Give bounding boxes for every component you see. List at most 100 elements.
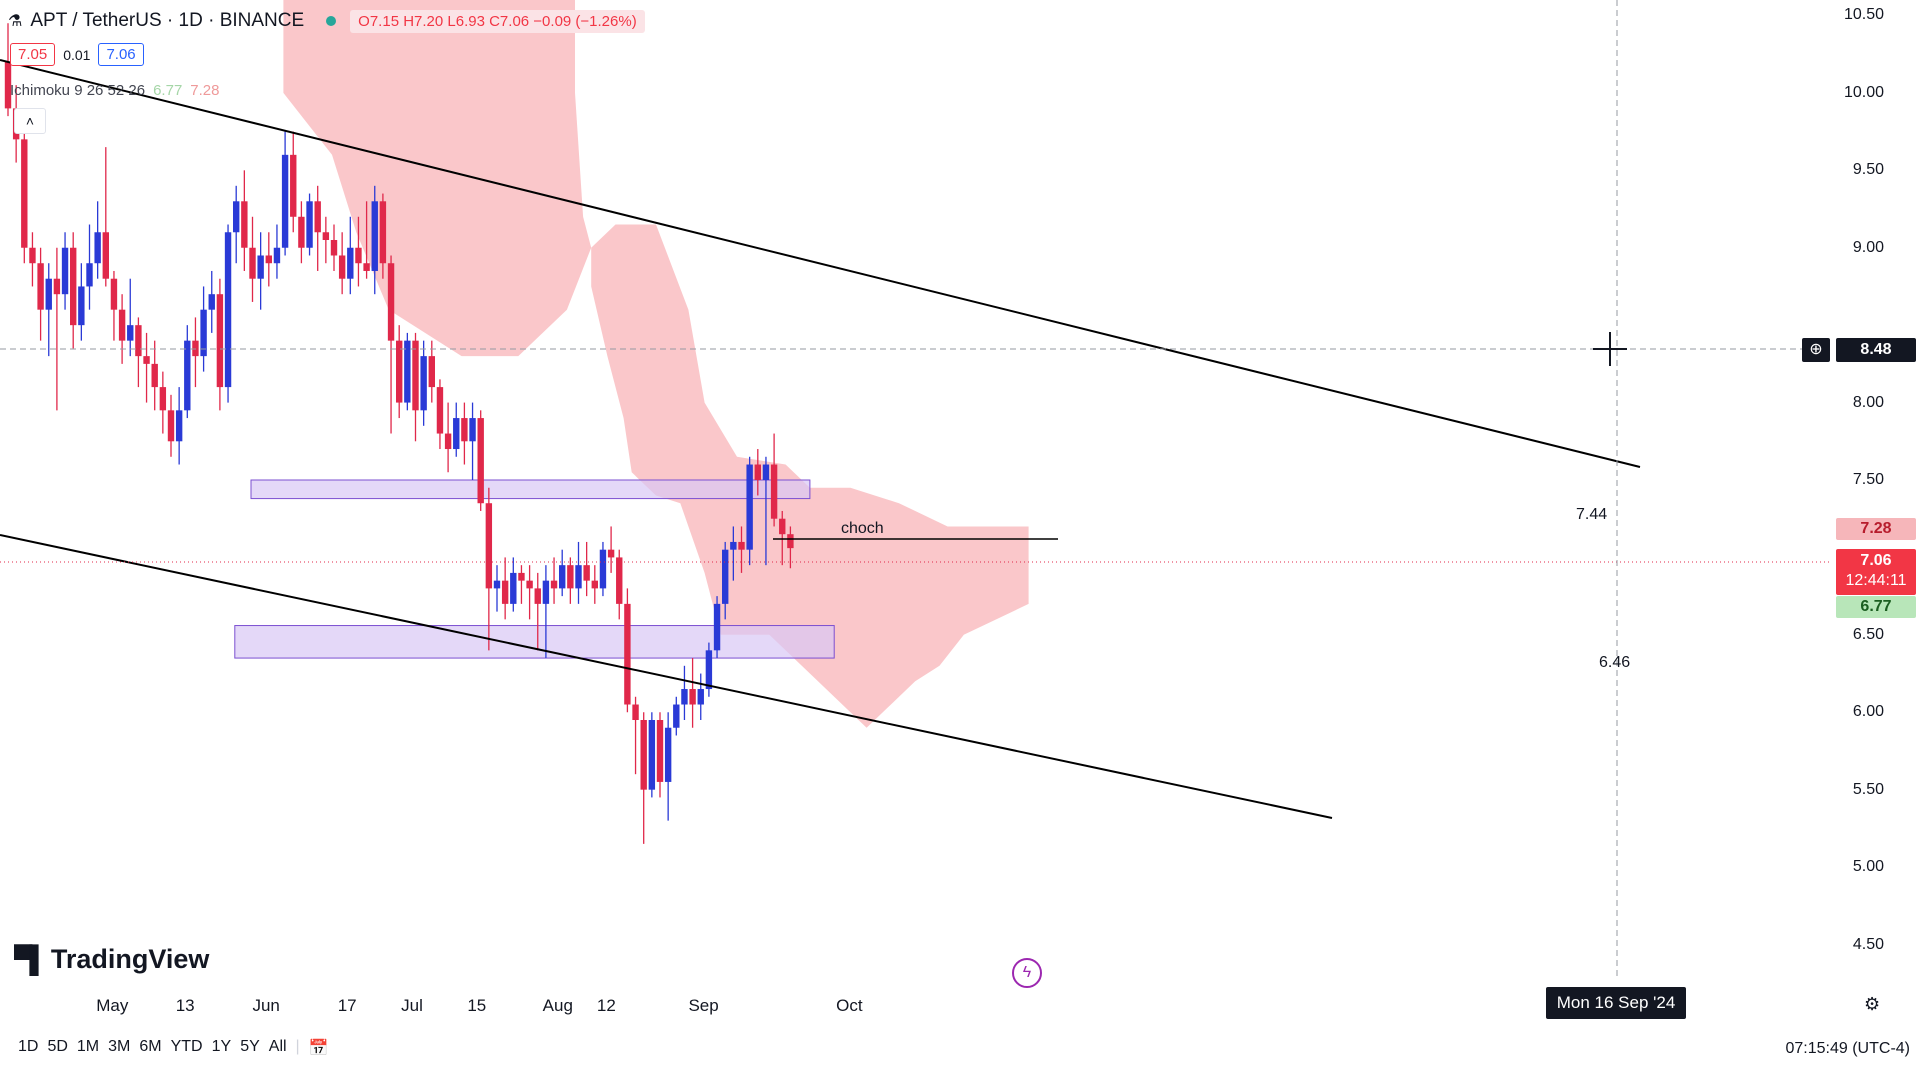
time-tick-Sep: Sep [688,996,719,1015]
lightning-icon[interactable]: ϟ [1012,958,1042,988]
range-1y[interactable]: 1Y [211,1038,232,1055]
candle-body-62 [510,572,517,604]
candle-body-21 [175,410,183,442]
indicator-value-2: 7.28 [190,82,220,99]
time-tick-13: 13 [175,996,195,1015]
range-ytd[interactable]: YTD [170,1038,203,1055]
time-tick-Jul: Jul [401,996,423,1015]
tradingview-logo[interactable]: ▀▌ TradingView [14,944,210,974]
candle-body-51 [420,356,427,411]
candle-body-36 [298,216,305,248]
candle-body-56 [461,418,468,442]
candle-body-33 [273,247,281,264]
indicator-name: Ichimoku 9 26 52 26 [10,82,146,99]
candle-body-66 [542,580,550,604]
candle-body-78 [640,720,647,790]
price-tick-5.00: 5.00 [1852,858,1884,876]
ichimoku-cloud-2 [591,224,1029,728]
add-alert-icon[interactable]: ⊕ [1802,338,1830,362]
price-tick-9.00: 9.00 [1852,238,1884,256]
symbol-header[interactable]: ⚗ APT / TetherUS · 1D · BINANCE O7.15 H7… [8,8,645,34]
range-1m[interactable]: 1M [76,1038,100,1055]
candle-body-94 [770,464,778,519]
candle-body-75 [616,557,623,604]
range-1d[interactable]: 1D [18,1038,39,1055]
symbol-icon: ⚗ [8,13,23,30]
tenkan-badge: 6.77 [1836,596,1916,618]
timeframe-bar: 1D 5D 1M 3M 6M YTD 1Y 5Y All | 📅 [18,1038,338,1058]
chevron-up-icon: ˄ [25,113,35,129]
price-tick-6.50: 6.50 [1852,625,1884,643]
lower-trendline [0,534,1333,819]
range-5d[interactable]: 5D [47,1038,68,1055]
candle-body-89 [730,541,737,550]
candle-body-39 [322,232,330,240]
candle-body-28 [233,201,240,233]
candle-body-16 [135,325,142,357]
candle-body-20 [167,410,175,442]
candle-body-96 [787,534,794,549]
supply-demand-zone-0 [250,479,811,500]
candle-body-9 [78,286,85,326]
range-all[interactable]: All [268,1038,287,1055]
candle-body-13 [110,278,118,310]
candle-body-86 [705,650,713,690]
candle-body-67 [550,580,558,589]
time-tick-Oct: Oct [836,996,863,1015]
candle-body-83 [681,689,688,705]
candle-body-57 [469,418,476,442]
candle-body-70 [575,565,582,589]
range-6m[interactable]: 6M [139,1038,162,1055]
candle-body-7 [61,247,69,295]
candle-body-85 [697,689,704,705]
price-tick-5.50: 5.50 [1852,780,1884,798]
divider: | [295,1038,300,1055]
collapse-legend-button[interactable]: ˄ [14,108,46,134]
indicator-legend[interactable]: Ichimoku 9 26 52 26 6.77 7.28 [10,82,220,99]
candle-body-84 [689,689,696,705]
settings-gear-icon[interactable]: ⚙ [1864,994,1881,1014]
time-tick-17: 17 [337,996,357,1015]
candle-body-14 [118,309,126,341]
range-5y[interactable]: 5Y [240,1038,260,1055]
time-tick-12: 12 [596,996,616,1015]
tv-logo-icon: ▀▌ [14,944,48,974]
indicator-value-1: 6.77 [153,82,183,99]
ask-price[interactable]: 7.06 [98,43,144,66]
candle-body-23 [192,340,199,357]
bid-price[interactable]: 7.05 [10,43,56,66]
candle-body-26 [216,294,224,388]
candle-body-77 [632,704,639,720]
choch-label[interactable]: choch [841,520,884,537]
time-tick-Jun: Jun [252,996,280,1015]
candle-body-12 [102,232,109,279]
candle-body-27 [224,232,232,388]
zone-label-lower: 6.46 [1599,654,1631,671]
crosshair-price-badge: 8.48 [1836,338,1916,362]
price-tick-6.00: 6.00 [1852,703,1884,721]
candle-body-25 [208,294,215,310]
range-3m[interactable]: 3M [108,1038,131,1055]
candle-body-60 [493,580,501,589]
clock-time[interactable]: 07:15:49 (UTC-4) [1785,1040,1911,1057]
candle-body-17 [143,356,150,364]
candle-body-50 [412,340,419,411]
candle-body-79 [648,720,656,790]
price-tick-9.50: 9.50 [1852,161,1884,179]
market-status-dot [326,16,337,26]
candle-body-44 [363,263,370,271]
ohlc-values: O7.15 H7.20 L6.93 C7.06 −0.09 (−1.26%) [350,9,645,33]
candle-body-48 [396,340,403,403]
candle-body-30 [249,247,256,279]
spread-value: 0.01 [63,46,91,63]
date-range-icon[interactable]: 📅 [308,1040,329,1057]
candle-body-29 [241,201,248,248]
candle-body-3 [29,247,36,264]
candle-body-55 [453,418,460,450]
price-tick-4.50: 4.50 [1852,935,1884,953]
candle-body-8 [70,247,77,326]
crosshair-date-badge: Mon 16 Sep '24 [1546,987,1686,1019]
symbol-title[interactable]: APT / TetherUS · 1D · BINANCE [30,10,305,31]
last-price: 7.06 [1860,552,1892,569]
